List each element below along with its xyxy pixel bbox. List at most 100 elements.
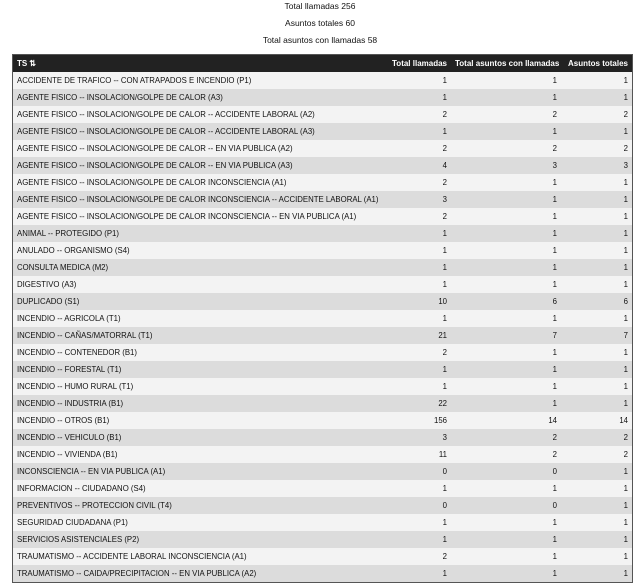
cell-total-llamadas: 2 (383, 106, 451, 123)
cell-asuntos-totales: 1 (561, 72, 632, 89)
cell-total-llamadas: 1 (383, 225, 451, 242)
column-header-total-asuntos-con-llamadas[interactable]: Total asuntos con llamadas (451, 55, 561, 72)
cell-asuntos-totales: 1 (561, 242, 632, 259)
cell-ts: AGENTE FISICO -- INSOLACION/GOLPE DE CAL… (13, 208, 383, 225)
cell-asuntos-totales: 1 (561, 123, 632, 140)
cell-total-asuntos-con-llamadas: 0 (451, 463, 561, 480)
column-header-ts[interactable]: TS ⇅ (13, 55, 383, 72)
cell-total-asuntos-con-llamadas: 2 (451, 446, 561, 463)
cell-ts: TRAUMATISMO -- ACCIDENTE LABORAL INCONSC… (13, 548, 383, 565)
cell-ts: SERVICIOS ASISTENCIALES (P2) (13, 531, 383, 548)
table-row: INCENDIO -- CAÑAS/MATORRAL (T1) 21 7 7 (13, 327, 632, 344)
cell-total-asuntos-con-llamadas: 1 (451, 480, 561, 497)
cell-asuntos-totales: 1 (561, 395, 632, 412)
cell-asuntos-totales: 1 (561, 531, 632, 548)
cell-ts: AGENTE FISICO -- INSOLACION/GOLPE DE CAL… (13, 106, 383, 123)
cell-asuntos-totales: 6 (561, 293, 632, 310)
table-row: TRAUMATISMO -- ACCIDENTE LABORAL INCONSC… (13, 548, 632, 565)
cell-total-asuntos-con-llamadas: 1 (451, 276, 561, 293)
cell-total-asuntos-con-llamadas: 2 (451, 429, 561, 446)
cell-asuntos-totales: 1 (561, 276, 632, 293)
table-row: INCENDIO -- INDUSTRIA (B1) 22 1 1 (13, 395, 632, 412)
cell-ts: INFORMACION -- CIUDADANO (S4) (13, 480, 383, 497)
cell-total-asuntos-con-llamadas: 1 (451, 344, 561, 361)
cell-total-asuntos-con-llamadas: 1 (451, 565, 561, 582)
column-header-label: TS (17, 59, 28, 68)
cell-total-llamadas: 156 (383, 412, 451, 429)
cell-total-llamadas: 1 (383, 531, 451, 548)
cell-total-llamadas: 3 (383, 191, 451, 208)
cell-ts: AGENTE FISICO -- INSOLACION/GOLPE DE CAL… (13, 89, 383, 106)
table-row: AGENTE FISICO -- INSOLACION/GOLPE DE CAL… (13, 106, 632, 123)
cell-ts: DIGESTIVO (A3) (13, 276, 383, 293)
table-row: DIGESTIVO (A3) 1 1 1 (13, 276, 632, 293)
sort-icon[interactable]: ⇅ (29, 59, 36, 68)
table-row: INCENDIO -- FORESTAL (T1) 1 1 1 (13, 361, 632, 378)
table-row: CONSULTA MEDICA (M2) 1 1 1 (13, 259, 632, 276)
table-header-row: TS ⇅ Total llamadas Total asuntos con lla… (13, 55, 632, 72)
cell-asuntos-totales: 1 (561, 191, 632, 208)
cell-total-llamadas: 2 (383, 174, 451, 191)
cell-total-llamadas: 1 (383, 259, 451, 276)
table-body: ACCIDENTE DE TRAFICO -- CON ATRAPADOS E … (13, 72, 632, 582)
cell-total-asuntos-con-llamadas: 0 (451, 497, 561, 514)
cell-asuntos-totales: 1 (561, 344, 632, 361)
table-row: SERVICIOS ASISTENCIALES (P2) 1 1 1 (13, 531, 632, 548)
cell-ts: TRAUMATISMO -- CAIDA/PRECIPITACION -- EN… (13, 565, 383, 582)
cell-asuntos-totales: 1 (561, 565, 632, 582)
table-row: AGENTE FISICO -- INSOLACION/GOLPE DE CAL… (13, 123, 632, 140)
cell-total-llamadas: 2 (383, 344, 451, 361)
cell-total-llamadas: 22 (383, 395, 451, 412)
cell-asuntos-totales: 1 (561, 89, 632, 106)
table-row: AGENTE FISICO -- INSOLACION/GOLPE DE CAL… (13, 208, 632, 225)
table-row: PREVENTIVOS -- PROTECCION CIVIL (T4) 0 0 1 (13, 497, 632, 514)
table-row: AGENTE FISICO -- INSOLACION/GOLPE DE CAL… (13, 174, 632, 191)
cell-total-llamadas: 21 (383, 327, 451, 344)
cell-ts: INCENDIO -- FORESTAL (T1) (13, 361, 383, 378)
cell-total-llamadas: 1 (383, 378, 451, 395)
column-header-total-llamadas[interactable]: Total llamadas (383, 55, 451, 72)
table-row: INCENDIO -- VEHICULO (B1) 3 2 2 (13, 429, 632, 446)
cell-asuntos-totales: 1 (561, 480, 632, 497)
cell-total-asuntos-con-llamadas: 1 (451, 310, 561, 327)
cell-total-llamadas: 1 (383, 242, 451, 259)
cell-asuntos-totales: 14 (561, 412, 632, 429)
cell-total-llamadas: 1 (383, 310, 451, 327)
table-row: INCENDIO -- VIVIENDA (B1) 11 2 2 (13, 446, 632, 463)
column-header-asuntos-totales[interactable]: Asuntos totales (561, 55, 632, 72)
cell-ts: AGENTE FISICO -- INSOLACION/GOLPE DE CAL… (13, 123, 383, 140)
cell-total-asuntos-con-llamadas: 1 (451, 548, 561, 565)
cell-total-llamadas: 1 (383, 361, 451, 378)
cell-ts: INCENDIO -- VEHICULO (B1) (13, 429, 383, 446)
table-row: INCONSCIENCIA -- EN VIA PUBLICA (A1) 0 0 1 (13, 463, 632, 480)
cell-asuntos-totales: 2 (561, 140, 632, 157)
cell-total-llamadas: 1 (383, 123, 451, 140)
cell-total-asuntos-con-llamadas: 1 (451, 242, 561, 259)
cell-total-llamadas: 2 (383, 140, 451, 157)
cell-total-llamadas: 1 (383, 480, 451, 497)
cell-asuntos-totales: 1 (561, 310, 632, 327)
cell-asuntos-totales: 1 (561, 514, 632, 531)
table-row: DUPLICADO (S1) 10 6 6 (13, 293, 632, 310)
table-row: INCENDIO -- AGRICOLA (T1) 1 1 1 (13, 310, 632, 327)
table-row: ACCIDENTE DE TRAFICO -- CON ATRAPADOS E … (13, 72, 632, 89)
table-row: INCENDIO -- OTROS (B1) 156 14 14 (13, 412, 632, 429)
cell-ts: AGENTE FISICO -- INSOLACION/GOLPE DE CAL… (13, 174, 383, 191)
cell-asuntos-totales: 1 (561, 225, 632, 242)
cell-total-asuntos-con-llamadas: 7 (451, 327, 561, 344)
cell-asuntos-totales: 1 (561, 208, 632, 225)
summary: Total llamadas 256 Asuntos totales 60 To… (0, 0, 640, 52)
cell-ts: ANULADO -- ORGANISMO (S4) (13, 242, 383, 259)
cell-total-asuntos-con-llamadas: 1 (451, 208, 561, 225)
cell-ts: SEGURIDAD CIUDADANA (P1) (13, 514, 383, 531)
cell-total-llamadas: 2 (383, 208, 451, 225)
cell-ts: INCENDIO -- CAÑAS/MATORRAL (T1) (13, 327, 383, 344)
cell-total-asuntos-con-llamadas: 14 (451, 412, 561, 429)
cell-total-llamadas: 3 (383, 429, 451, 446)
cell-ts: ACCIDENTE DE TRAFICO -- CON ATRAPADOS E … (13, 72, 383, 89)
cell-total-asuntos-con-llamadas: 6 (451, 293, 561, 310)
total-asuntos-con-llamadas: Total asuntos con llamadas 58 (262, 35, 378, 45)
total-llamadas: Total llamadas 256 (284, 1, 356, 11)
cell-total-llamadas: 10 (383, 293, 451, 310)
cell-total-asuntos-con-llamadas: 1 (451, 378, 561, 395)
